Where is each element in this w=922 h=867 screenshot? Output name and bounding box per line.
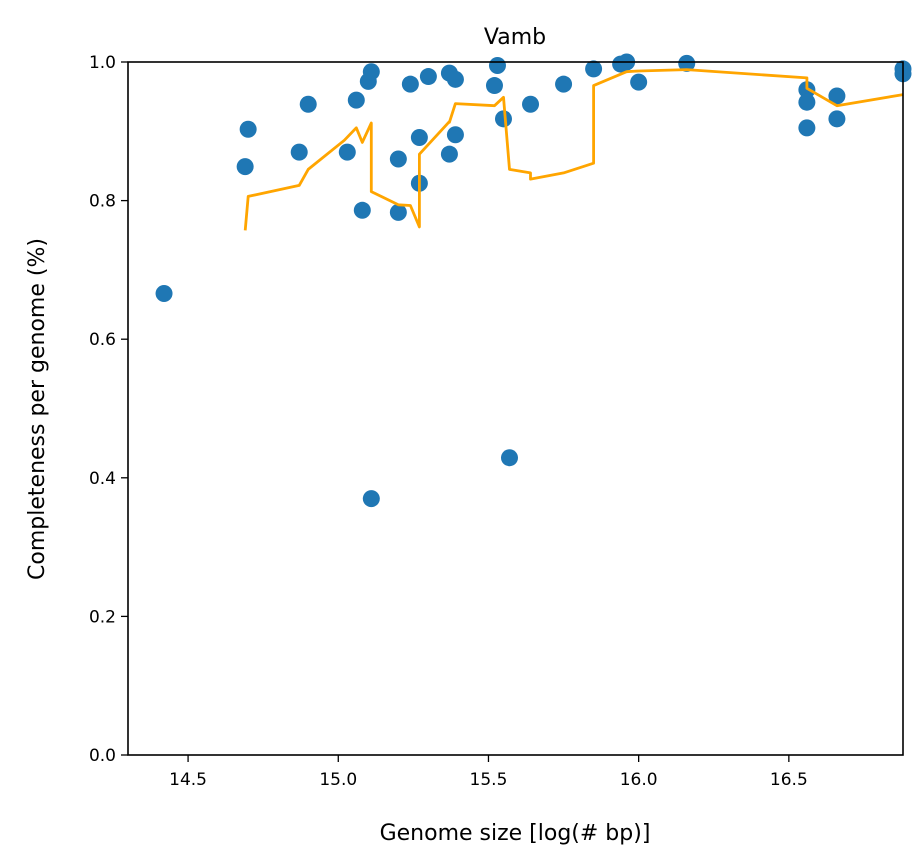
data-point xyxy=(155,284,173,302)
y-tick-label: 1.0 xyxy=(89,53,116,73)
data-point xyxy=(389,203,407,221)
y-tick-label: 0.2 xyxy=(89,607,116,627)
scatter-points xyxy=(155,53,912,508)
data-point xyxy=(446,70,464,88)
data-point xyxy=(585,60,603,78)
data-point xyxy=(494,110,512,128)
data-point xyxy=(299,95,317,113)
trend-line-group xyxy=(243,68,904,231)
y-axis-label: Completeness per genome (%) xyxy=(25,238,50,580)
data-point xyxy=(522,95,540,113)
data-point xyxy=(678,54,696,72)
x-tick-label: 16.5 xyxy=(770,770,808,790)
data-point xyxy=(798,93,816,111)
x-axis-label: Genome size [log(# bp)] xyxy=(380,821,651,846)
data-point xyxy=(353,201,371,219)
data-point xyxy=(630,73,648,91)
y-tick-label: 0.4 xyxy=(89,469,116,489)
data-point xyxy=(236,158,254,176)
data-point xyxy=(798,119,816,137)
x-tick-label: 15.0 xyxy=(319,770,357,790)
data-point xyxy=(239,120,257,138)
data-point xyxy=(290,143,308,161)
data-point xyxy=(555,75,573,93)
data-point xyxy=(362,490,380,508)
data-point xyxy=(347,91,365,109)
data-point xyxy=(446,126,464,144)
plot-frame xyxy=(127,61,904,756)
y-tick-label: 0.8 xyxy=(89,192,116,212)
trend-line xyxy=(243,68,904,231)
x-tick-label: 14.5 xyxy=(169,770,207,790)
data-point xyxy=(362,63,380,81)
data-point xyxy=(389,150,407,168)
axis-ticks: 14.5 15.0 15.5 16.0 16.5 0.0 0.2 0.4 0.6 0.8 1.0 xyxy=(89,53,808,790)
data-point xyxy=(338,143,356,161)
chart-title: Vamb xyxy=(484,25,546,50)
data-point xyxy=(419,68,437,86)
data-point xyxy=(500,449,518,467)
data-point xyxy=(488,56,506,74)
x-tick-label: 15.5 xyxy=(470,770,508,790)
data-point xyxy=(828,110,846,128)
data-point xyxy=(401,75,419,93)
y-tick-label: 0.6 xyxy=(89,330,116,350)
data-point xyxy=(828,87,846,105)
data-point xyxy=(440,145,458,163)
data-point xyxy=(410,129,428,147)
x-tick-label: 16.0 xyxy=(620,770,658,790)
y-tick-label: 0.0 xyxy=(89,746,116,766)
data-point xyxy=(485,77,503,95)
